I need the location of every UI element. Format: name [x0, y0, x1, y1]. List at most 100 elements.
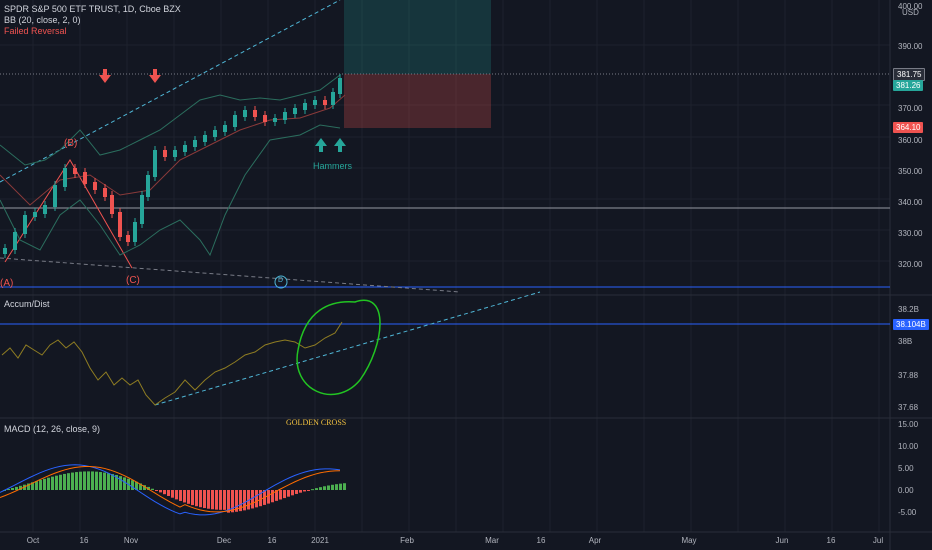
macd-histogram-bar — [55, 475, 58, 490]
macd-histogram-bar — [199, 490, 202, 508]
macd-histogram-bar — [115, 475, 118, 490]
wave-a-label: (A) — [0, 278, 14, 289]
candle — [23, 215, 27, 234]
macd-histogram-bar — [315, 488, 318, 490]
macd-histogram-bar — [203, 490, 206, 509]
accum-dist-label: Accum/Dist — [4, 299, 50, 309]
macd-histogram-bar — [7, 489, 10, 491]
macd-tick: 5.00 — [898, 464, 914, 473]
wave-c-label: (C) — [126, 275, 140, 286]
candle — [303, 103, 307, 110]
candle — [193, 140, 197, 147]
candle — [63, 168, 67, 187]
macd-histogram-bar — [31, 482, 34, 490]
macd-histogram-bar — [111, 474, 114, 490]
date-tick: Oct — [26, 536, 40, 545]
macd-histogram-bar — [183, 490, 186, 503]
candle — [153, 150, 157, 177]
candle — [283, 112, 287, 120]
candle — [263, 115, 267, 122]
macd-label: MACD (12, 26, close, 9) — [4, 424, 101, 434]
macd-histogram-bar — [343, 483, 346, 490]
candle — [213, 130, 217, 137]
macd-histogram-bar — [131, 480, 134, 490]
bb-upper-band — [0, 74, 341, 166]
macd-histogram-bar — [151, 488, 154, 490]
date-tick: May — [681, 536, 697, 545]
date-tick: Jul — [872, 536, 884, 545]
macd-histogram-bar — [255, 490, 258, 508]
macd-histogram-bar — [163, 490, 166, 495]
candle — [253, 110, 257, 117]
macd-histogram-bar — [11, 488, 14, 490]
macd-histogram-bar — [83, 471, 86, 490]
macd-signal-line — [0, 465, 341, 513]
target-zone — [344, 0, 491, 74]
macd-histogram-bar — [39, 479, 42, 490]
candle — [223, 125, 227, 132]
candle — [313, 100, 317, 105]
accum-tick: 38B — [898, 337, 913, 346]
date-tick: 16 — [267, 536, 277, 545]
up-arrow-icon — [338, 146, 342, 152]
macd-histogram-bar — [47, 477, 50, 490]
macd-histogram-bar — [291, 490, 294, 496]
macd-histogram-bar — [119, 476, 122, 490]
bb-basis-line — [0, 94, 346, 206]
golden-cross-label: GOLDEN CROSS — [286, 418, 347, 427]
accum-tick: 38.2B — [898, 305, 919, 314]
macd-line — [0, 464, 341, 516]
macd-histogram-bar — [95, 471, 98, 490]
macd-histogram-bar — [335, 484, 338, 490]
currency-label: USD — [902, 8, 919, 17]
candle — [173, 150, 177, 157]
candle — [33, 212, 37, 217]
accum-value-badge: 38.104B — [893, 319, 929, 330]
candle — [338, 78, 342, 94]
candle — [203, 135, 207, 142]
symbol-title: SPDR S&P 500 ETF TRUST, 1D, Cboe BZX — [4, 4, 181, 14]
down-arrow-icon — [99, 75, 111, 83]
macd-histogram-bar — [59, 474, 62, 490]
down-arrow-icon — [103, 69, 107, 75]
price-tick: 320.00 — [898, 260, 923, 269]
macd-histogram-bar — [275, 490, 278, 501]
macd-histogram-bar — [27, 483, 30, 490]
macd-tick: 0.00 — [898, 486, 914, 495]
candle — [103, 188, 107, 197]
candle — [183, 145, 187, 152]
date-tick: Dec — [216, 536, 232, 545]
macd-histogram-bar — [167, 490, 170, 496]
macd-histogram-bar — [179, 490, 182, 501]
target-price-badge: 381.26 — [893, 80, 924, 91]
accum-tick: 37.68 — [898, 403, 919, 412]
macd-histogram-bar — [79, 471, 82, 490]
macd-histogram-bar — [247, 490, 250, 510]
macd-histogram-bar — [159, 490, 162, 493]
candle — [73, 168, 77, 174]
macd-histogram-bar — [103, 472, 106, 490]
bb-lower-band — [0, 124, 341, 257]
macd-histogram-bar — [187, 490, 190, 504]
candle — [93, 182, 97, 190]
macd-histogram-bar — [63, 473, 66, 490]
candle — [118, 212, 122, 237]
macd-histogram-bar — [295, 490, 298, 494]
macd-histogram-bar — [327, 485, 330, 490]
date-tick: Feb — [400, 536, 414, 545]
date-tick: 16 — [826, 536, 836, 545]
macd-histogram-bar — [51, 476, 54, 490]
macd-histogram-bar — [215, 490, 218, 510]
date-tick: 16 — [536, 536, 546, 545]
price-tick-top: 400.00 — [898, 2, 923, 11]
macd-histogram-bar — [219, 490, 222, 510]
bb-indicator-label: BB (20, close, 2, 0) — [4, 15, 81, 25]
macd-histogram-bar — [311, 489, 314, 491]
candle — [233, 115, 237, 127]
up-arrow-icon — [315, 138, 327, 146]
date-tick: Nov — [123, 536, 139, 545]
macd-histogram-bar — [191, 490, 194, 506]
hammers-label: Hammers — [313, 161, 353, 171]
candle — [3, 248, 7, 254]
